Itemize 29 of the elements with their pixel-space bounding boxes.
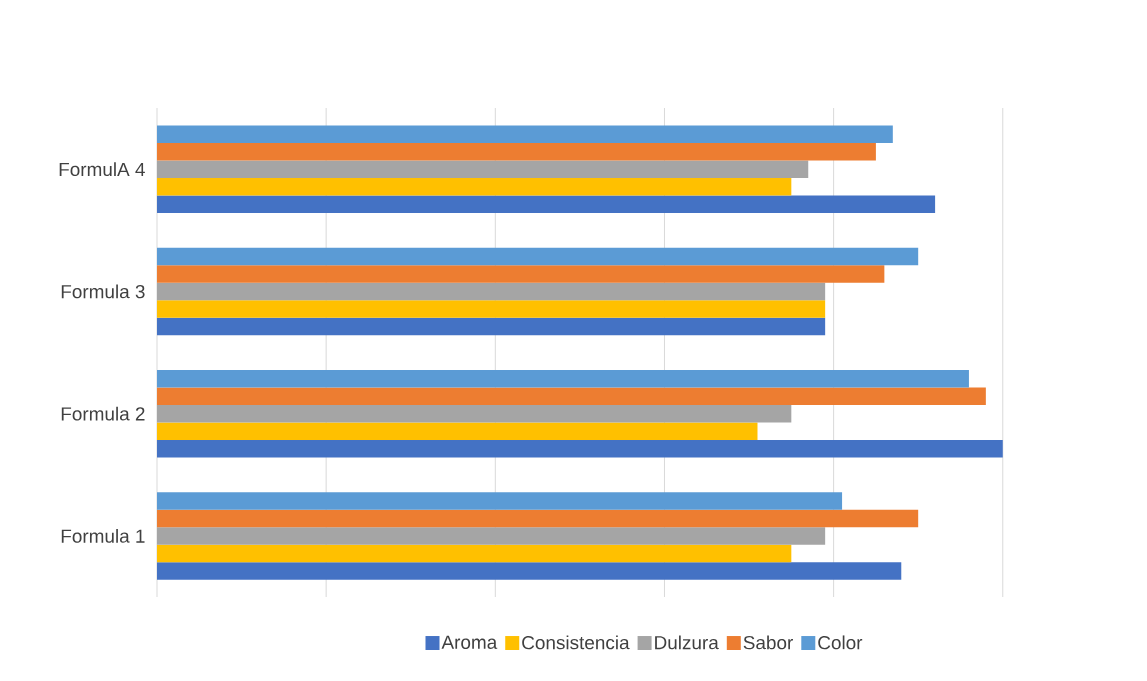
y-tick-label: Formula 1: [61, 528, 145, 543]
bar: [157, 177, 792, 196]
bar: [157, 562, 902, 580]
bar: [157, 317, 826, 336]
legend-label: Color: [818, 635, 863, 650]
bar: [157, 195, 936, 213]
bar: [157, 404, 792, 423]
bar: [157, 142, 876, 161]
y-tick-label: FormulA 4: [59, 162, 145, 177]
bar: [157, 300, 826, 318]
bar: [157, 544, 792, 563]
bar: [157, 247, 919, 266]
legend-label: Sabor: [743, 635, 793, 650]
bar: [157, 282, 826, 301]
legend-label: Consistencia: [522, 635, 630, 650]
y-tick-label: Formula 3: [61, 284, 145, 299]
bar: [157, 387, 986, 405]
bar: [157, 422, 758, 440]
bar: [157, 265, 885, 283]
y-tick-label: Formula 2: [61, 406, 145, 421]
bar: [157, 160, 809, 178]
bar: [157, 527, 826, 545]
bar: [157, 439, 1003, 458]
legend-label: Dulzura: [655, 635, 719, 650]
legend-label: Aroma: [441, 635, 498, 649]
bar: [157, 509, 919, 528]
bar: [157, 369, 969, 388]
bar: [157, 125, 893, 143]
bar: [157, 492, 843, 510]
